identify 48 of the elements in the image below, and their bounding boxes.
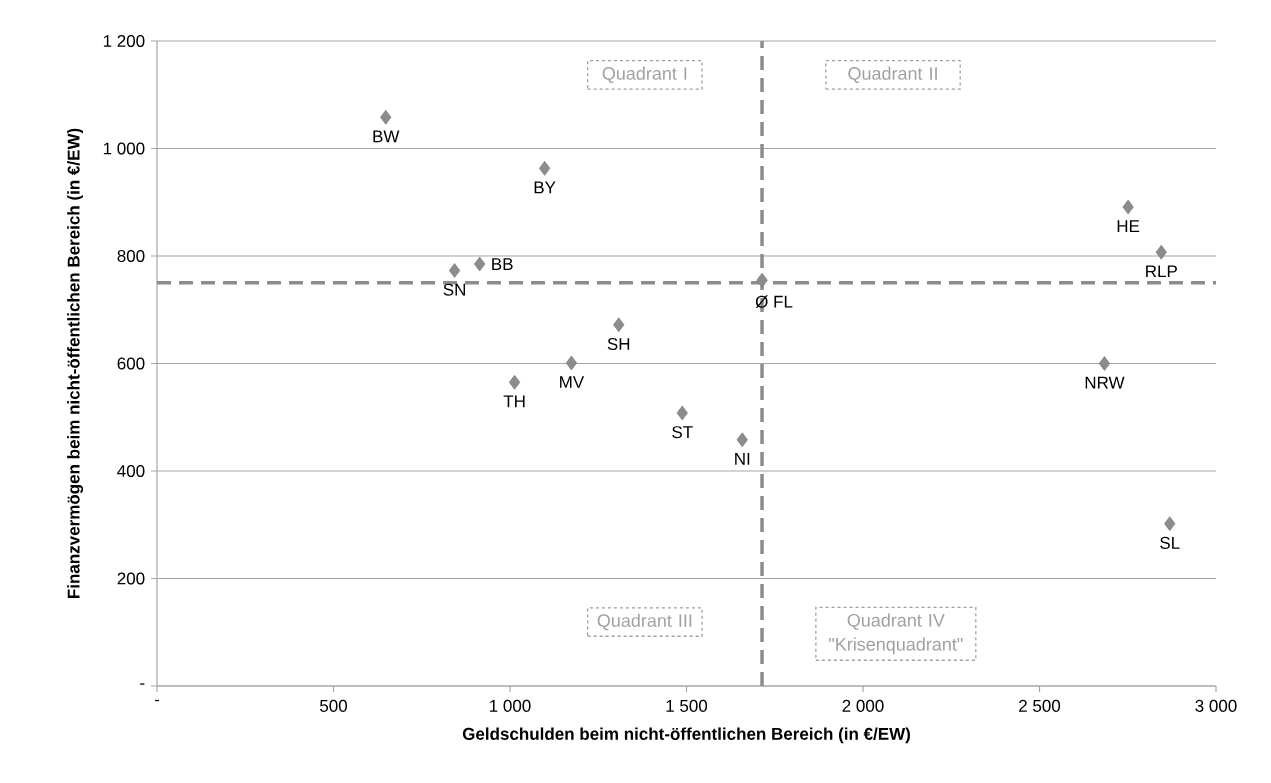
x-tick-label: 2 000 bbox=[842, 699, 884, 712]
point bbox=[380, 110, 392, 125]
y-tick-label: 600 bbox=[117, 357, 145, 370]
annotation: Quadrant IV "Krisenquadrant" bbox=[829, 613, 963, 655]
annotation: ST bbox=[672, 426, 693, 439]
point bbox=[676, 405, 688, 421]
x-tick-label: 1 500 bbox=[666, 699, 708, 712]
annotation: NI bbox=[735, 453, 750, 465]
annotation: SL bbox=[1160, 536, 1180, 549]
annotation: RLP bbox=[1146, 265, 1177, 278]
annotation: MV bbox=[560, 376, 585, 388]
annotation: Quadrant II bbox=[848, 66, 937, 84]
annotation: NRW bbox=[1085, 376, 1125, 389]
x-tick-label: 500 bbox=[320, 699, 348, 712]
annotation: Ø FL bbox=[755, 295, 793, 308]
point bbox=[1122, 199, 1134, 215]
y-tick-label: 800 bbox=[117, 249, 145, 263]
y-tick-label: 200 bbox=[117, 572, 145, 585]
point bbox=[474, 256, 486, 272]
y-tick-label: - bbox=[140, 683, 145, 685]
annotation: SH bbox=[607, 337, 630, 351]
point bbox=[756, 272, 768, 288]
point bbox=[613, 317, 625, 333]
annotation: BB bbox=[492, 258, 513, 270]
point bbox=[509, 375, 521, 390]
point bbox=[1098, 356, 1110, 371]
annotation: SN bbox=[443, 283, 465, 296]
y-tick-label: 1 200 bbox=[103, 34, 145, 48]
annotation: Quadrant III bbox=[597, 613, 692, 631]
point bbox=[449, 263, 461, 278]
point bbox=[736, 432, 748, 448]
x-tick-label: 2 500 bbox=[1019, 699, 1061, 712]
annotation: HE bbox=[1117, 220, 1140, 232]
annotation: Quadrant I bbox=[602, 66, 687, 84]
y-tick-label: 1 000 bbox=[103, 142, 145, 155]
y-tick-label: 400 bbox=[117, 464, 145, 478]
point bbox=[565, 355, 577, 371]
x-tick-label: 3 000 bbox=[1195, 699, 1237, 712]
x-tick-label: 1 000 bbox=[490, 699, 531, 712]
y-axis-title: Finanzvermögen beim nicht-öffentlichen Bereich (in €/EW) bbox=[67, 128, 84, 598]
point bbox=[539, 161, 551, 176]
annotation: TH bbox=[503, 395, 525, 408]
x-axis-title: Geldschulden beim nicht-öffentlichen Bereich (in €/EW) bbox=[462, 727, 910, 744]
point bbox=[1164, 516, 1176, 531]
annotation: BW bbox=[373, 130, 400, 143]
x-tick-label: - bbox=[154, 699, 160, 702]
annotation: BY bbox=[534, 181, 556, 194]
point bbox=[1155, 244, 1167, 260]
